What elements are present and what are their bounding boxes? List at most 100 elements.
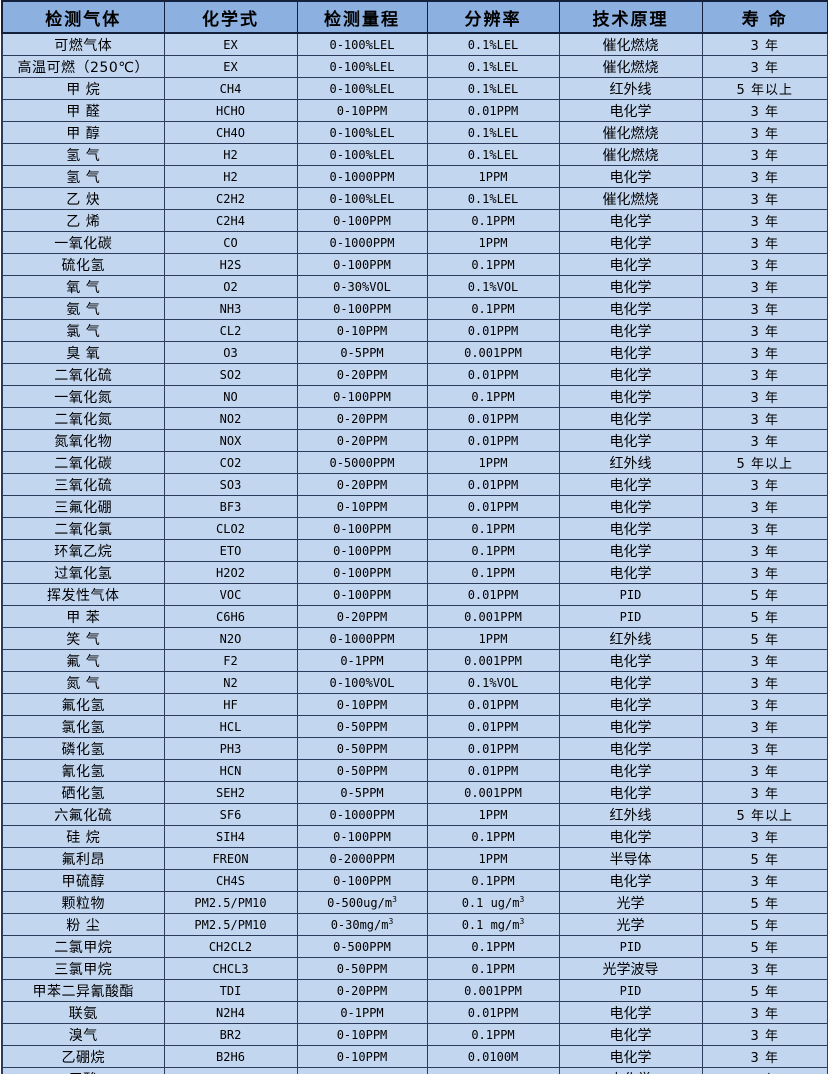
cell-lifespan: 3 年 (701, 407, 828, 430)
cell-resolution: 0.01PPM (426, 1001, 560, 1024)
cell-chemical-formula: CH4S (163, 869, 298, 892)
cell-gas-name: 甲硫醇 (1, 869, 165, 892)
cell-resolution: 1PPM (426, 803, 560, 826)
column-header-detection-range: 检测量程 (296, 0, 428, 34)
table-row: 一氧化碳 CO 0-1000PPM 1PPM 电化学 3 年 (1, 231, 828, 254)
cell-technology: 电化学 (558, 539, 703, 562)
cell-technology: 电化学 (558, 275, 703, 298)
cell-lifespan: 3 年 (701, 385, 828, 408)
cell-gas-name: 三氟化硼 (1, 495, 165, 518)
cell-chemical-formula: H2 (163, 165, 298, 188)
cell-detection-range: 0-1000PPM (296, 231, 428, 254)
cell-resolution: 0.01PPM (426, 429, 560, 452)
cell-detection-range: 0-100%LEL (296, 55, 428, 78)
cell-chemical-formula: CLO2 (163, 517, 298, 540)
cell-lifespan: 5 年 (701, 935, 828, 958)
cell-lifespan: 5 年 (701, 891, 828, 914)
cell-detection-range: 0-100PPM (296, 561, 428, 584)
cell-gas-name: 一氧化氮 (1, 385, 165, 408)
cell-gas-name: 氨 气 (1, 297, 165, 320)
cell-detection-range: 0-100%LEL (296, 32, 428, 56)
cell-resolution: 0.1%LEL (426, 77, 560, 100)
cell-technology: 电化学 (558, 1023, 703, 1046)
table-row: 氯 气 CL2 0-10PPM 0.01PPM 电化学 3 年 (1, 319, 828, 342)
cell-chemical-formula: B2H6 (163, 1045, 298, 1068)
cell-chemical-formula: FREON (163, 847, 298, 870)
cell-gas-name: 二氧化氯 (1, 517, 165, 540)
cell-chemical-formula: VOC (163, 583, 298, 606)
cell-lifespan: 3 年 (701, 715, 828, 738)
cell-chemical-formula: SEH2 (163, 781, 298, 804)
cell-gas-name: 乙 炔 (1, 187, 165, 210)
cell-detection-range: 0-1PPM (296, 649, 428, 672)
cell-detection-range: 0-30mg/m3 (296, 913, 428, 936)
table-row: 可燃气体 EX 0-100%LEL 0.1%LEL 催化燃烧 3 年 (1, 32, 828, 56)
table-row: 乙硼烷 B2H6 0-10PPM 0.0100M 电化学 3 年 (1, 1045, 828, 1068)
table-row: 三氟化硼 BF3 0-10PPM 0.01PPM 电化学 3 年 (1, 495, 828, 518)
cell-chemical-formula: HF (163, 693, 298, 716)
cell-lifespan: 3 年 (701, 869, 828, 892)
cell-lifespan: 3 年 (701, 957, 828, 980)
table-row: 三氯甲烷 CHCL3 0-50PPM 0.1PPM 光学波导 3 年 (1, 957, 828, 980)
table-row: 氮 气 N2 0-100%VOL 0.1%VOL 电化学 3 年 (1, 671, 828, 694)
cell-technology: 电化学 (558, 253, 703, 276)
cell-lifespan: 3 年 (701, 649, 828, 672)
cell-technology: 催化燃烧 (558, 55, 703, 78)
cell-chemical-formula: NO (163, 385, 298, 408)
table-row: 乙 烯 C2H4 0-100PPM 0.1PPM 电化学 3 年 (1, 209, 828, 232)
cell-detection-range: 0-50PPM (296, 737, 428, 760)
cell-resolution: 0.01PPM (426, 407, 560, 430)
cell-gas-name: 联氨 (1, 1001, 165, 1024)
cell-technology: 电化学 (558, 1001, 703, 1024)
cell-resolution: 0.1%LEL (426, 121, 560, 144)
cell-resolution: 1PPM (426, 451, 560, 474)
cell-detection-range: 0-1PPM (296, 1001, 428, 1024)
table-row: 甲 醇 CH4O 0-100%LEL 0.1%LEL 催化燃烧 3 年 (1, 121, 828, 144)
cell-gas-name: 高温可燃（250℃） (1, 55, 165, 78)
cell-technology: PID (558, 605, 703, 628)
cell-lifespan: 3 年 (701, 1067, 828, 1074)
cell-detection-range: 0-30%VOL (296, 275, 428, 298)
cell-lifespan: 3 年 (701, 495, 828, 518)
cell-chemical-formula: H2 (163, 143, 298, 166)
cell-detection-range: 0-1000PPM (296, 803, 428, 826)
table-row: 挥发性气体 VOC 0-100PPM 0.01PPM PID 5 年 (1, 583, 828, 606)
cell-resolution: 0.1PPM (426, 209, 560, 232)
cell-gas-name: 二氧化氮 (1, 407, 165, 430)
column-header-chemical-formula: 化学式 (163, 0, 298, 34)
table-row: 联氨 N2H4 0-1PPM 0.01PPM 电化学 3 年 (1, 1001, 828, 1024)
table-row: 一氧化氮 NO 0-100PPM 0.1PPM 电化学 3 年 (1, 385, 828, 408)
table-row: 乙 炔 C2H2 0-100%LEL 0.1%LEL 催化燃烧 3 年 (1, 187, 828, 210)
cell-resolution: 0.1%LEL (426, 143, 560, 166)
cell-resolution: 0.01PPM (426, 715, 560, 738)
cell-resolution: 0.0100M (426, 1045, 560, 1068)
cell-detection-range: 0-100%LEL (296, 121, 428, 144)
cell-technology: 电化学 (558, 363, 703, 386)
cell-technology: 电化学 (558, 759, 703, 782)
cell-resolution: 0.1%VOL (426, 671, 560, 694)
cell-gas-name: 硅 烷 (1, 825, 165, 848)
cell-gas-name: 硫化氢 (1, 253, 165, 276)
cell-resolution: 1PPM (426, 231, 560, 254)
cell-resolution: 0.1PPM (426, 561, 560, 584)
cell-technology: 电化学 (558, 319, 703, 342)
cell-resolution: 0.001PPM (426, 979, 560, 1002)
cell-technology: 电化学 (558, 517, 703, 540)
cell-chemical-formula: C2H4 (163, 209, 298, 232)
table-row: 二氯甲烷 CH2CL2 0-500PPM 0.1PPM PID 5 年 (1, 935, 828, 958)
cell-lifespan: 3 年 (701, 363, 828, 386)
cell-chemical-formula: BR2 (163, 1023, 298, 1046)
cell-detection-range: 0-100PPM (296, 209, 428, 232)
cell-chemical-formula: CH2CL2 (163, 935, 298, 958)
cell-gas-name: 氯 气 (1, 319, 165, 342)
cell-gas-name: 粉 尘 (1, 913, 165, 936)
cell-technology: 电化学 (558, 825, 703, 848)
table-row: 氟利昂 FREON 0-2000PPM 1PPM 半导体 5 年 (1, 847, 828, 870)
cell-chemical-formula: PM2.5/PM10 (163, 891, 298, 914)
cell-resolution: 0.1PPM (426, 1067, 560, 1074)
cell-chemical-formula: HCHO (163, 99, 298, 122)
cell-detection-range: 0-100PPM (296, 583, 428, 606)
cell-lifespan: 3 年 (701, 1001, 828, 1024)
cell-chemical-formula: H2S (163, 253, 298, 276)
cell-gas-name: 氟 气 (1, 649, 165, 672)
